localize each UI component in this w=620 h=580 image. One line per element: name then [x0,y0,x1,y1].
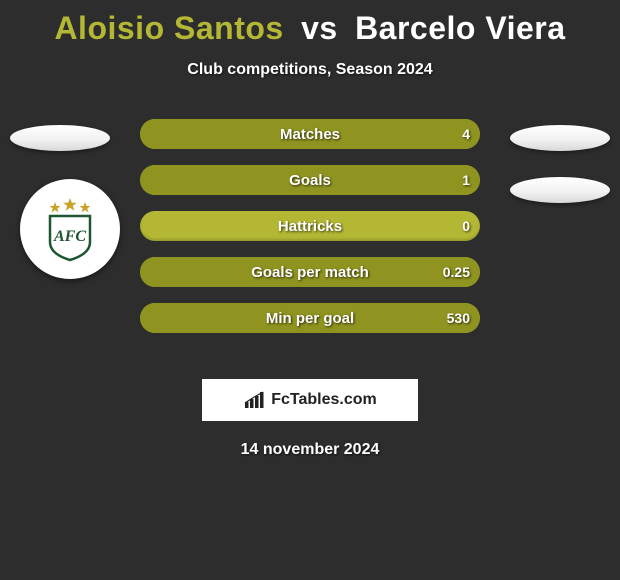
stat-bar-row: Hattricks 0 [140,211,480,241]
comparison-title: Aloisio Santos vs Barcelo Viera [0,0,620,47]
date-label: 14 november 2024 [0,441,620,459]
badge-monogram: AFC [53,228,86,245]
branding-box: FcTables.com [202,379,418,421]
player2-placeholder-oval-1 [510,125,610,151]
stat-label: Goals per match [251,264,369,281]
player2-placeholder-oval-2 [510,177,610,203]
vs-label: vs [301,10,338,46]
subtitle: Club competitions, Season 2024 [0,61,620,79]
player1-placeholder-oval [10,125,110,151]
stat-value-player1: 0 [462,218,470,234]
stat-label: Min per goal [266,310,354,327]
stat-bar-row: Goals per match 0.25 [140,257,480,287]
stat-value-player1: 4 [462,126,470,142]
stat-bar-row: Goals 1 [140,165,480,195]
player2-name: Barcelo Viera [355,10,565,46]
stat-value-player1: 1 [462,172,470,188]
club-badge-icon: AFC [35,194,105,264]
stat-label: Matches [280,126,340,143]
stats-panel: AFC Matches 4 Goals 1 Hattricks 0 Goals per ma… [0,119,620,369]
stat-bar-row: Matches 4 [140,119,480,149]
club-badge: AFC [20,179,120,279]
stat-label: Goals [289,172,331,189]
branding-text: FcTables.com [271,391,377,409]
stat-bars: Matches 4 Goals 1 Hattricks 0 Goals per match 0… [140,119,480,349]
stat-value-player1: 530 [447,310,470,326]
stat-label: Hattricks [278,218,342,235]
branding-chart-icon [243,390,267,410]
player1-name: Aloisio Santos [54,10,283,46]
stat-value-player1: 0.25 [443,264,470,280]
stat-bar-row: Min per goal 530 [140,303,480,333]
